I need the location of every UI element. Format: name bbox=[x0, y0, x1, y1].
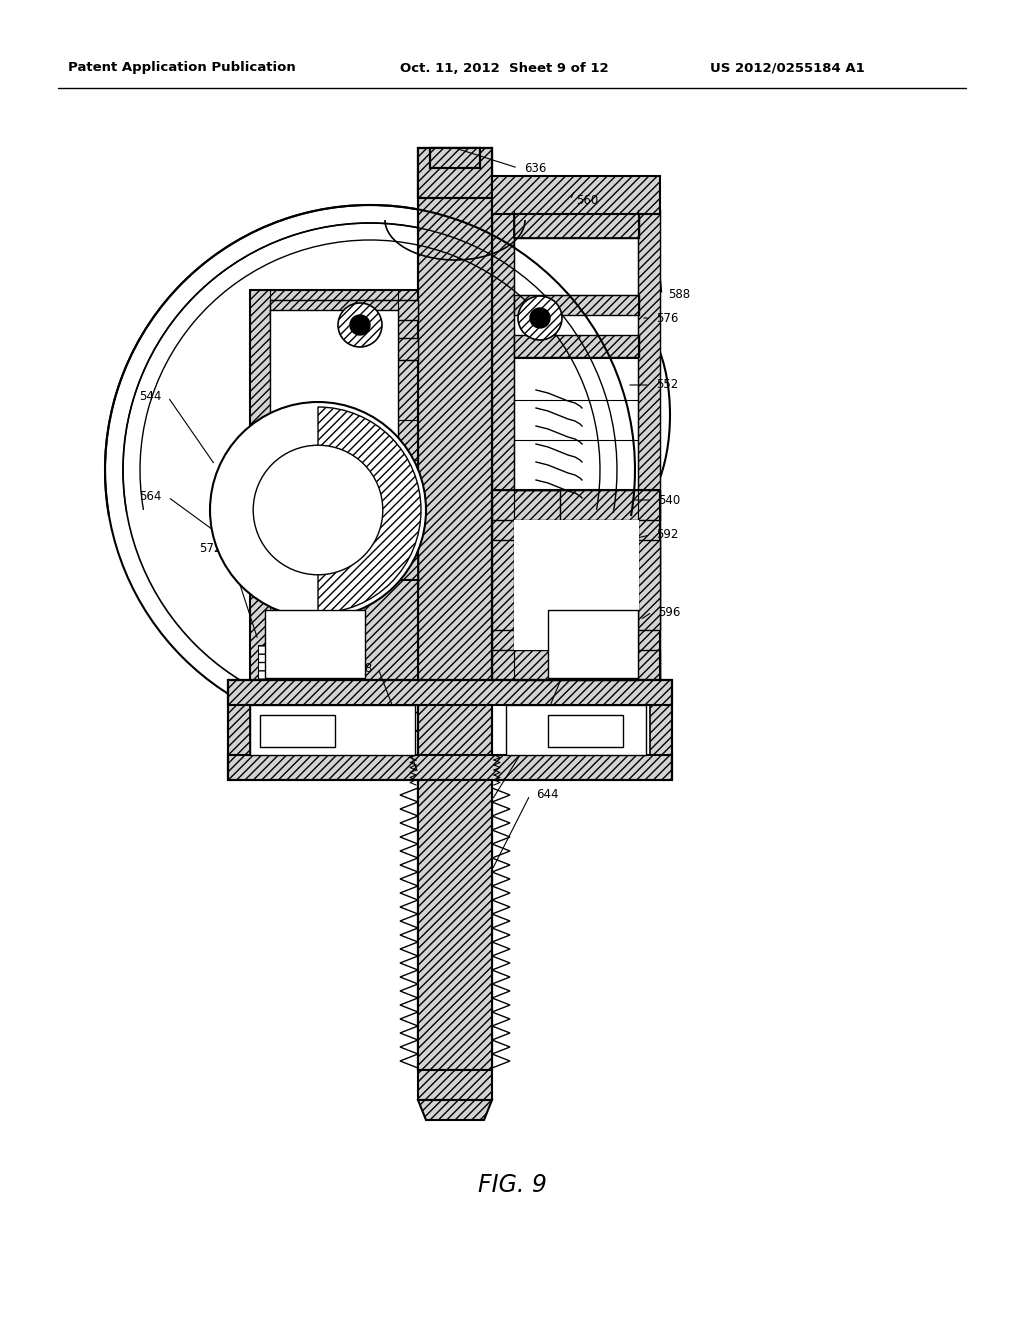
Bar bbox=[418, 148, 492, 198]
Ellipse shape bbox=[105, 205, 635, 735]
Text: Oct. 11, 2012  Sheet 9 of 12: Oct. 11, 2012 Sheet 9 of 12 bbox=[400, 62, 608, 74]
Circle shape bbox=[350, 315, 370, 335]
Bar bbox=[418, 148, 492, 1071]
Bar bbox=[430, 148, 480, 168]
Text: 644: 644 bbox=[536, 788, 558, 801]
Text: 596: 596 bbox=[658, 606, 680, 619]
Bar bbox=[418, 1071, 492, 1100]
Bar bbox=[250, 579, 418, 700]
Bar bbox=[418, 148, 492, 198]
Bar bbox=[548, 610, 638, 678]
Text: 636: 636 bbox=[524, 161, 547, 174]
Bar bbox=[506, 705, 646, 755]
Bar bbox=[290, 500, 418, 554]
Text: FIG. 9: FIG. 9 bbox=[477, 1173, 547, 1197]
Bar bbox=[418, 780, 492, 1071]
Circle shape bbox=[338, 304, 382, 347]
Circle shape bbox=[530, 308, 550, 327]
Text: 640: 640 bbox=[554, 704, 577, 717]
Bar bbox=[492, 540, 514, 630]
Bar bbox=[514, 294, 639, 315]
Bar bbox=[228, 680, 672, 780]
Bar bbox=[270, 300, 418, 319]
Bar bbox=[228, 680, 672, 705]
Text: US 2012/0255184 A1: US 2012/0255184 A1 bbox=[710, 62, 864, 74]
Bar bbox=[638, 540, 660, 630]
Bar bbox=[492, 649, 660, 680]
Bar bbox=[492, 490, 660, 680]
Bar bbox=[548, 715, 623, 747]
Text: 584: 584 bbox=[237, 556, 259, 569]
Text: Patent Application Publication: Patent Application Publication bbox=[68, 62, 296, 74]
Bar bbox=[250, 705, 415, 755]
Bar bbox=[270, 338, 418, 360]
Text: 560: 560 bbox=[575, 194, 598, 206]
Bar bbox=[638, 210, 660, 680]
Bar bbox=[514, 210, 639, 238]
Ellipse shape bbox=[123, 223, 617, 717]
Text: 620: 620 bbox=[570, 665, 592, 678]
Bar bbox=[258, 645, 288, 690]
Bar bbox=[260, 715, 335, 747]
Text: 572: 572 bbox=[200, 541, 222, 554]
Bar bbox=[492, 176, 660, 214]
Bar bbox=[650, 680, 672, 780]
Polygon shape bbox=[418, 1100, 492, 1119]
Text: 608: 608 bbox=[350, 661, 372, 675]
Text: 576: 576 bbox=[656, 312, 678, 325]
Circle shape bbox=[210, 403, 426, 618]
Circle shape bbox=[253, 445, 383, 574]
Bar bbox=[250, 579, 418, 700]
Bar bbox=[492, 176, 660, 214]
Bar bbox=[250, 290, 418, 500]
Bar bbox=[430, 148, 480, 168]
Text: 544: 544 bbox=[139, 391, 162, 404]
Bar bbox=[514, 520, 639, 649]
Ellipse shape bbox=[580, 315, 670, 515]
Text: 552: 552 bbox=[656, 379, 678, 392]
Bar bbox=[290, 500, 418, 554]
Bar bbox=[514, 210, 639, 238]
Bar bbox=[250, 290, 418, 500]
Bar bbox=[418, 148, 492, 1071]
Bar bbox=[300, 554, 418, 585]
Bar bbox=[492, 490, 660, 520]
Text: 540: 540 bbox=[658, 494, 680, 507]
Circle shape bbox=[518, 296, 562, 341]
Bar bbox=[492, 210, 660, 680]
Bar bbox=[514, 335, 639, 356]
Bar bbox=[270, 310, 398, 475]
Bar bbox=[228, 755, 672, 780]
Text: 588: 588 bbox=[668, 289, 690, 301]
Bar bbox=[228, 680, 250, 780]
Text: 592: 592 bbox=[656, 528, 678, 541]
Text: 564: 564 bbox=[139, 491, 162, 503]
Bar bbox=[492, 210, 514, 680]
Bar bbox=[265, 610, 365, 678]
